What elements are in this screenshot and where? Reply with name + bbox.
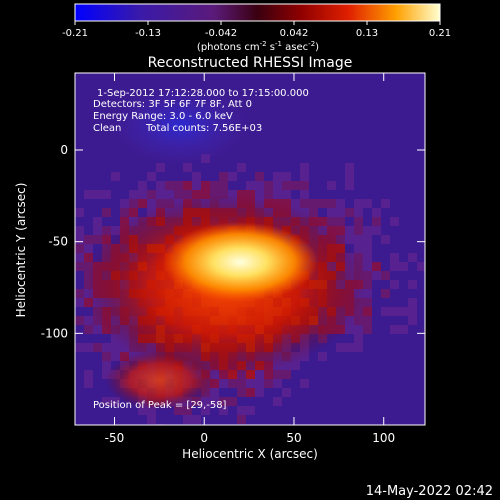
image-area	[75, 73, 425, 425]
time-range-text: 1-Sep-2012 17:12:28.000 to 17:15:00.000	[97, 88, 309, 99]
x-tick-label: 100	[372, 431, 395, 445]
colorbar-tick-label: -0.042	[205, 28, 237, 39]
footer-date: 14-May-2022 02:42	[366, 484, 493, 499]
y-axis-label: Heliocentric Y (arcsec)	[14, 183, 28, 318]
colorbar-tick-label: 0.13	[356, 28, 378, 39]
colorbar-tick-label: 0.042	[280, 28, 309, 39]
x-tick-label: 50	[286, 431, 301, 445]
y-tick-label: -50	[48, 235, 68, 249]
x-tick-label: -50	[105, 431, 125, 445]
plot-frame	[74, 72, 426, 426]
colorbar-tick-label: -0.21	[62, 28, 88, 39]
detectors-text: Detectors: 3F 5F 6F 7F 8F, Att 0	[93, 99, 252, 110]
algorithm-text: Clean	[93, 123, 121, 134]
colorbar: -0.21 -0.13 -0.042 0.042 0.13 0.21 (photons c…	[62, 3, 451, 53]
colorbar-tick-label: -0.13	[135, 28, 161, 39]
colorbar-unit-label: (photons cm-2 s-1 asec-2)	[197, 40, 319, 53]
total-counts-text: Total counts: 7.56E+03	[145, 123, 262, 134]
y-tick-label: -100	[41, 326, 68, 340]
x-axis-label: Heliocentric X (arcsec)	[182, 447, 318, 461]
colorbar-gradient	[74, 3, 441, 22]
x-tick-label: 0	[200, 431, 208, 445]
y-axis: 0 -50 -100	[41, 143, 425, 340]
plot-title: Reconstructed RHESSI Image	[148, 55, 353, 71]
x-axis: -50 0 50 100	[105, 73, 395, 445]
annotations: 1-Sep-2012 17:12:28.000 to 17:15:00.000 …	[93, 88, 309, 411]
peak-position-text: Position of Peak = [29,-58]	[93, 400, 227, 411]
energy-range-text: Energy Range: 3.0 - 6.0 keV	[93, 111, 233, 122]
y-tick-label: 0	[60, 143, 68, 157]
colorbar-tick-label: 0.21	[429, 28, 451, 39]
